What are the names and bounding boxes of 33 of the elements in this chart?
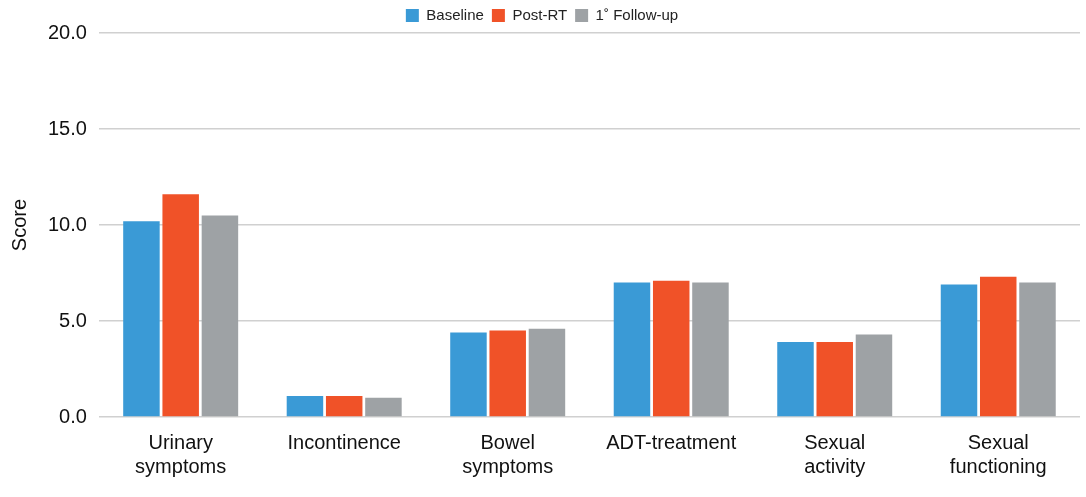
bar — [489, 330, 526, 417]
bar — [777, 342, 814, 417]
bar — [980, 276, 1017, 417]
bar — [613, 282, 651, 417]
bar — [201, 215, 239, 417]
bar — [816, 342, 853, 417]
legend-label: Post-RT — [512, 5, 568, 23]
x-tick-label: Sexual activity — [804, 430, 866, 477]
y-tick-label: 20.0 — [47, 20, 87, 43]
bar — [450, 332, 487, 417]
y-tick-label: 15.0 — [47, 116, 87, 139]
x-tick-label: ADT-treatment — [606, 430, 737, 453]
bar — [1019, 282, 1056, 417]
bar — [940, 284, 978, 417]
x-tick-label: Sexual functioning — [949, 430, 1047, 477]
bar — [325, 395, 363, 417]
bar — [365, 397, 402, 417]
bar — [528, 328, 566, 417]
x-tick-label: Incontinence — [287, 430, 401, 453]
bar — [652, 280, 690, 417]
y-tick-label: 0.0 — [59, 404, 87, 427]
legend-label: 1˚ Follow-up — [595, 5, 679, 23]
y-tick-label: 5.0 — [59, 308, 87, 331]
bar — [123, 221, 160, 417]
bar — [692, 282, 729, 417]
y-axis-title: Score — [7, 198, 30, 252]
x-tick-label: Urinary symptoms — [135, 430, 227, 477]
bar — [162, 194, 199, 417]
y-tick-label: 10.0 — [47, 212, 87, 235]
x-tick-label: Bowel symptoms — [462, 430, 554, 477]
bar — [286, 395, 324, 417]
bar — [855, 334, 893, 417]
legend-label: Baseline — [426, 5, 484, 23]
